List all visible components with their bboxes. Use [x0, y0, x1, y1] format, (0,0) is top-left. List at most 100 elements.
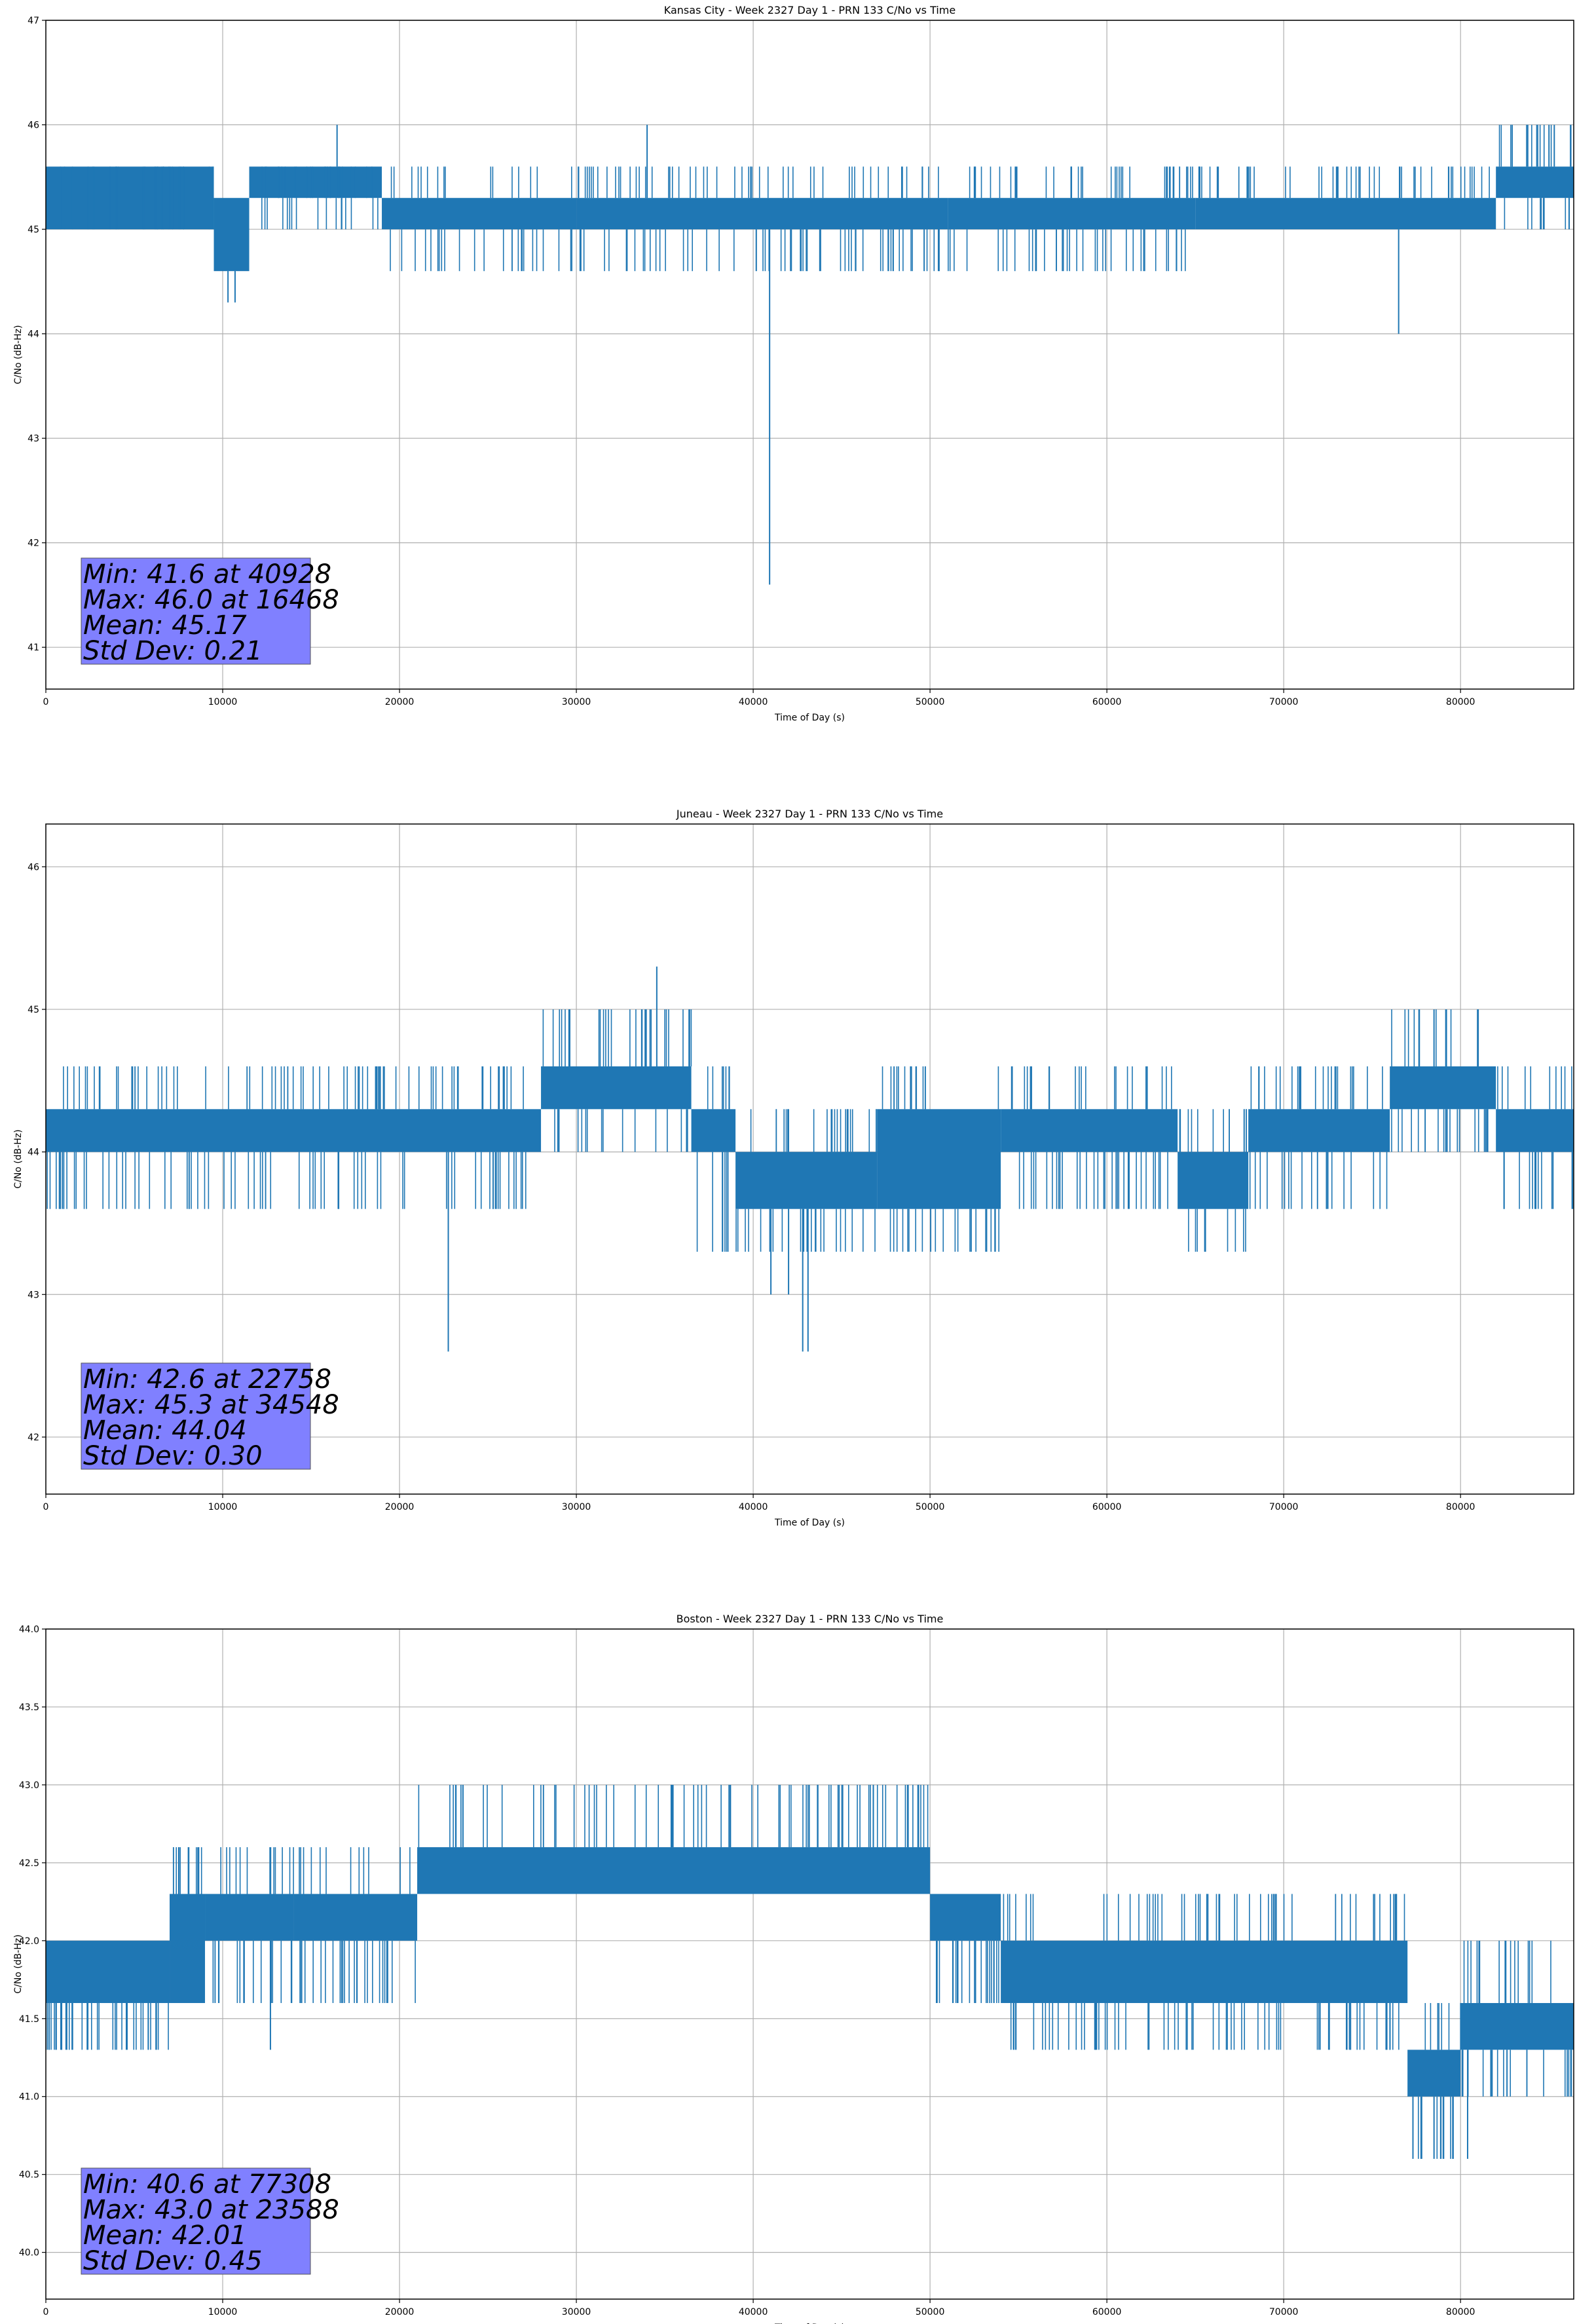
- stats-line: Min: 41.6 at 40928: [83, 559, 331, 590]
- series-band: [170, 1894, 206, 2003]
- x-tick-label: 20000: [385, 697, 415, 707]
- y-tick-label: 40.5: [19, 2170, 39, 2181]
- series-band: [1390, 1066, 1496, 1110]
- x-ticks: 0 10000 20000 30000 40000 50000 60000 70000 8000…: [43, 689, 1475, 707]
- y-axis-label: C/No (dB-Hz): [13, 325, 24, 384]
- y-tick-label: 42: [28, 538, 39, 549]
- y-axis-label: C/No (dB-Hz): [13, 1934, 24, 1993]
- x-tick-label: 0: [43, 2307, 49, 2317]
- stats-line: Min: 40.6 at 77308: [83, 2169, 331, 2200]
- series-band: [46, 1109, 542, 1152]
- y-tick-label: 46: [28, 862, 39, 872]
- series-band: [541, 1066, 692, 1110]
- y-tick-label: 41.5: [19, 2014, 39, 2025]
- x-tick-label: 50000: [916, 2307, 945, 2317]
- y-tick-label: 42.0: [19, 1936, 39, 1947]
- x-tick-label: 10000: [208, 697, 238, 707]
- x-tick-label: 60000: [1092, 1502, 1122, 1512]
- x-tick-label: 50000: [916, 1502, 945, 1512]
- x-axis-label: Time of Day (s): [774, 2323, 845, 2324]
- y-tick-label: 41: [28, 643, 39, 653]
- y-ticks: 42 43 44 45 46: [28, 862, 46, 1443]
- stats-line: Std Dev: 0.45: [83, 2246, 263, 2276]
- x-tick-label: 0: [43, 697, 49, 707]
- x-tick-label: 20000: [385, 2307, 415, 2317]
- chart-2: Boston - Week 2327 Day 1 - PRN 133 C/No …: [13, 1613, 1574, 2324]
- chart-0: Kansas City - Week 2327 Day 1 - PRN 133 …: [13, 4, 1574, 723]
- y-tick-label: 46: [28, 121, 39, 131]
- stats-line: Max: 43.0 at 23588: [83, 2195, 339, 2225]
- y-tick-label: 43: [28, 1290, 39, 1300]
- stats-line: Max: 46.0 at 16468: [83, 585, 339, 615]
- x-tick-label: 80000: [1446, 1502, 1475, 1512]
- stats-line: Mean: 42.01: [83, 2221, 247, 2251]
- series-band: [948, 198, 1196, 230]
- series-band: [249, 166, 382, 198]
- data-series: [46, 1784, 1574, 2159]
- y-tick-label: 43.0: [19, 1780, 39, 1791]
- x-tick-label: 20000: [385, 1502, 415, 1512]
- series-band: [691, 1109, 736, 1152]
- series-band: [1001, 1940, 1408, 2003]
- axes-frame: [45, 823, 1574, 1495]
- y-tick-label: 42.5: [19, 1858, 39, 1869]
- x-tick-label: 10000: [208, 2307, 238, 2317]
- stats-box: [81, 1362, 311, 1470]
- chart-panels: Kansas City - Week 2327 Day 1 - PRN 133 …: [13, 4, 1574, 2324]
- series-band: [46, 1940, 170, 2003]
- x-axis-label: Time of Day (s): [774, 1518, 845, 1528]
- data-series: [46, 966, 1574, 1352]
- axes-frame: [45, 20, 1574, 690]
- x-tick-label: 80000: [1446, 697, 1475, 707]
- x-tick-label: 70000: [1269, 697, 1299, 707]
- x-tick-label: 40000: [739, 2307, 768, 2317]
- stats-box: [81, 557, 311, 665]
- x-tick-label: 0: [43, 1502, 49, 1512]
- stats-line: Mean: 44.04: [83, 1415, 247, 1446]
- data-series: [46, 124, 1574, 585]
- stats-line: Std Dev: 0.30: [83, 1441, 263, 1471]
- y-axis-label: C/No (dB-Hz): [13, 1129, 24, 1188]
- series-band: [1460, 2002, 1574, 2050]
- x-tick-label: 60000: [1092, 697, 1122, 707]
- y-tick-label: 42: [28, 1433, 39, 1443]
- chart-title: Juneau - Week 2327 Day 1 - PRN 133 C/No …: [676, 808, 943, 820]
- y-tick-label: 40.0: [19, 2248, 39, 2258]
- stats-box: [81, 2167, 311, 2275]
- x-tick-label: 10000: [208, 1502, 238, 1512]
- series-band: [576, 198, 948, 230]
- y-tick-label: 41.0: [19, 2092, 39, 2103]
- series-band: [213, 198, 250, 271]
- y-tick-label: 45: [28, 225, 39, 235]
- stats-line: Std Dev: 0.21: [83, 636, 263, 666]
- series-band: [1496, 1109, 1574, 1152]
- y-ticks: 41 42 43 44 45 46 47: [28, 16, 46, 653]
- series-band: [735, 1152, 878, 1209]
- series-band: [1407, 2050, 1461, 2097]
- x-tick-label: 30000: [562, 2307, 591, 2317]
- x-tick-label: 30000: [562, 1502, 591, 1512]
- x-tick-label: 70000: [1269, 1502, 1299, 1512]
- chart-1: Juneau - Week 2327 Day 1 - PRN 133 C/No …: [13, 808, 1574, 1528]
- x-tick-label: 50000: [916, 697, 945, 707]
- chart-title: Boston - Week 2327 Day 1 - PRN 133 C/No …: [677, 1613, 944, 1625]
- series-band: [1248, 1109, 1390, 1152]
- x-tick-label: 40000: [739, 697, 768, 707]
- series-band: [1195, 198, 1496, 230]
- series-band: [1496, 166, 1574, 198]
- y-ticks: 40.0 40.5 41.0 41.5 42.0 42.5 43.0 43.5 44.0: [19, 1624, 46, 2258]
- x-tick-label: 40000: [739, 1502, 768, 1512]
- y-tick-label: 43.5: [19, 1702, 39, 1713]
- axes-frame: [45, 1628, 1574, 2300]
- y-tick-label: 44: [28, 1148, 39, 1158]
- series-band: [1001, 1109, 1178, 1152]
- x-tick-label: 80000: [1446, 2307, 1475, 2317]
- series-band: [417, 1847, 931, 1894]
- y-tick-label: 43: [28, 434, 39, 444]
- series-band: [293, 1894, 418, 1941]
- y-tick-label: 44.0: [19, 1624, 39, 1635]
- y-tick-label: 47: [28, 16, 39, 26]
- series-band: [877, 1109, 1001, 1209]
- stats-line: Max: 45.3 at 34548: [83, 1390, 339, 1420]
- x-tick-label: 30000: [562, 697, 591, 707]
